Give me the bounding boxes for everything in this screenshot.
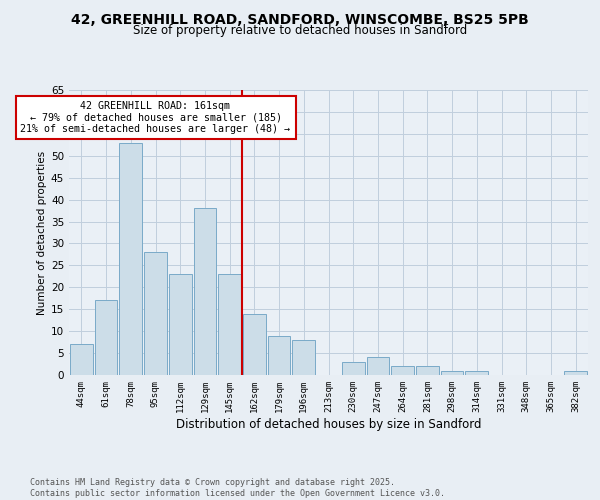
Bar [144, 252, 167, 375]
Y-axis label: Number of detached properties: Number of detached properties [37, 150, 47, 314]
Bar [218, 274, 241, 375]
Bar [268, 336, 290, 375]
Bar [564, 370, 587, 375]
Bar [243, 314, 266, 375]
Bar [194, 208, 216, 375]
Bar [416, 366, 439, 375]
Bar [95, 300, 118, 375]
Bar [466, 370, 488, 375]
Text: Size of property relative to detached houses in Sandford: Size of property relative to detached ho… [133, 24, 467, 37]
Bar [391, 366, 414, 375]
Bar [70, 344, 93, 375]
Text: Contains HM Land Registry data © Crown copyright and database right 2025.
Contai: Contains HM Land Registry data © Crown c… [30, 478, 445, 498]
Bar [292, 340, 315, 375]
Bar [342, 362, 365, 375]
Text: 42, GREENHILL ROAD, SANDFORD, WINSCOMBE, BS25 5PB: 42, GREENHILL ROAD, SANDFORD, WINSCOMBE,… [71, 12, 529, 26]
Bar [441, 370, 463, 375]
Bar [119, 142, 142, 375]
Text: 42 GREENHILL ROAD: 161sqm
← 79% of detached houses are smaller (185)
21% of semi: 42 GREENHILL ROAD: 161sqm ← 79% of detac… [20, 101, 290, 134]
Bar [367, 358, 389, 375]
X-axis label: Distribution of detached houses by size in Sandford: Distribution of detached houses by size … [176, 418, 481, 430]
Bar [169, 274, 191, 375]
